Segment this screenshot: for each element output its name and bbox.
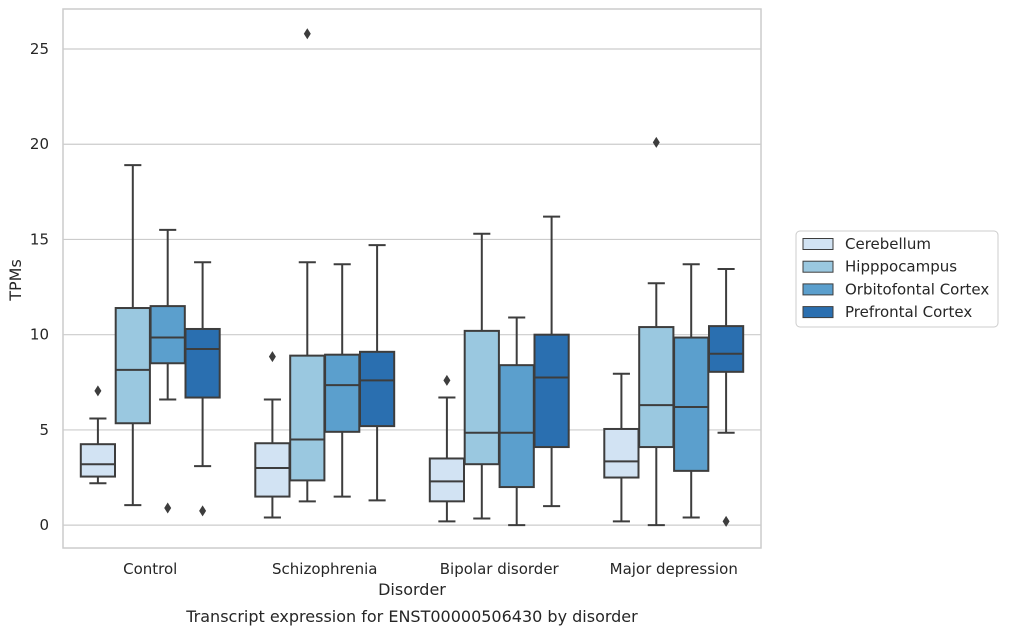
box-orbitofontal-cortex [673, 263, 710, 519]
box-prefrontal-cortex [358, 244, 396, 502]
box-hipppocampus [289, 28, 326, 503]
box-hipppocampus [463, 232, 500, 520]
y-tick-label: 0 [39, 516, 49, 534]
legend-item: Orbitofontal Cortex [802, 280, 989, 298]
box-prefrontal-cortex [533, 215, 570, 508]
box-iqr [79, 443, 117, 478]
legend-frame [795, 230, 999, 328]
box-prefrontal-cortex [707, 267, 745, 527]
box-cerebellum [79, 385, 117, 485]
legend-swatch [802, 260, 834, 273]
outlier-point [94, 385, 102, 397]
legend-item: Hipppocampus [802, 258, 957, 276]
y-axis-label: TPMs [6, 259, 25, 302]
chart-caption: Transcript expression for ENST0000050643… [185, 607, 638, 626]
box-iqr [498, 364, 535, 489]
outlier-point [268, 351, 276, 363]
box-iqr [533, 333, 570, 449]
legend-label: Cerebellum [845, 235, 931, 253]
box-iqr [324, 353, 361, 433]
outlier-point [443, 374, 451, 386]
box-iqr [114, 307, 151, 425]
y-tick-label: 5 [39, 421, 49, 439]
box-iqr [673, 336, 710, 472]
legend-swatch [802, 238, 834, 250]
y-tick-label: 10 [30, 326, 49, 344]
outlier-point [652, 136, 660, 148]
x-tick-label: Major depression [610, 560, 738, 578]
legend-item: Prefrontal Cortex [802, 303, 972, 321]
box-groups [79, 28, 745, 527]
box-iqr [428, 457, 466, 503]
y-tick-labels: 0 5 10 15 20 25 [30, 40, 49, 534]
box-iqr [254, 442, 291, 498]
legend-label: Orbitofontal Cortex [845, 280, 989, 298]
x-tick-label: Control [123, 560, 177, 578]
box-iqr [358, 350, 396, 428]
legend: Cerebellum Hipppocampus Orbitofontal Corte… [795, 230, 999, 328]
box-cerebellum [603, 372, 640, 523]
box-iqr [184, 327, 221, 399]
box-hipppocampus [114, 164, 151, 507]
x-axis-label: Disorder [378, 580, 446, 599]
legend-swatch [802, 283, 834, 296]
x-tick-label: Bipolar disorder [440, 560, 560, 578]
legend-label: Hipppocampus [845, 258, 957, 276]
box-iqr [603, 427, 640, 479]
box-iqr [289, 354, 326, 482]
box-cerebellum [428, 374, 466, 523]
plot-area [62, 8, 762, 549]
y-tick-label: 20 [30, 135, 49, 153]
outlier-point [303, 28, 311, 40]
outlier-point [164, 502, 172, 514]
box-iqr [707, 325, 745, 373]
legend-item: Cerebellum [802, 235, 931, 253]
box-iqr [638, 326, 675, 449]
box-orbitofontal-cortex [149, 228, 186, 514]
box-prefrontal-cortex [184, 261, 221, 517]
legend-label: Prefrontal Cortex [845, 303, 972, 321]
outlier-point [722, 515, 730, 527]
y-tick-label: 25 [30, 40, 49, 58]
box-iqr [463, 329, 500, 466]
y-tick-label: 15 [30, 230, 49, 248]
legend-swatch [802, 306, 834, 319]
box-hipppocampus [638, 136, 675, 527]
x-tick-labels: Control Schizophrenia Bipolar disorder Majo… [123, 560, 738, 578]
x-tick-label: Schizophrenia [272, 560, 377, 578]
outlier-point [199, 505, 207, 517]
box-iqr [149, 305, 186, 365]
